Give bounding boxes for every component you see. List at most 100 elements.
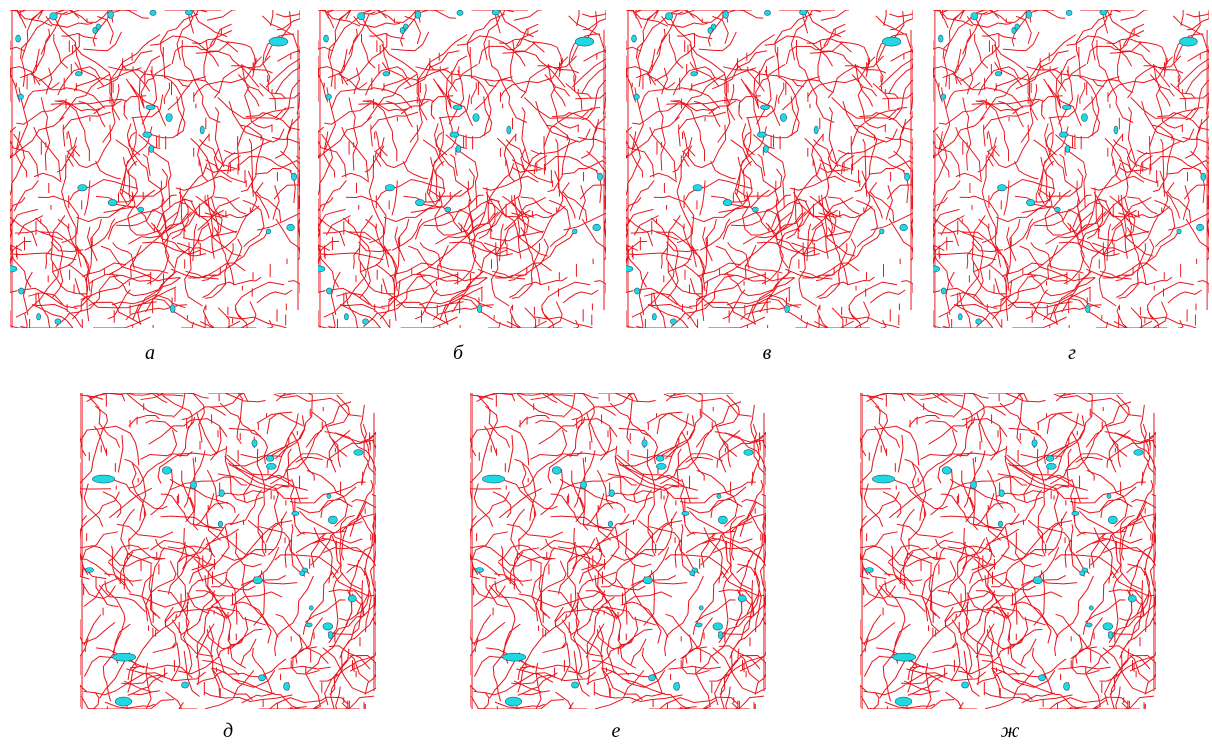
pore (1114, 126, 1118, 134)
pore (348, 595, 356, 602)
pore (718, 516, 727, 524)
pore (1046, 456, 1054, 462)
pore (1196, 224, 1203, 231)
pore (691, 72, 698, 76)
pore (190, 481, 196, 489)
micrograph (470, 393, 766, 709)
figure: а б в г д е ж (0, 0, 1212, 747)
pore (865, 567, 873, 572)
pore (799, 10, 806, 15)
pore (656, 463, 666, 469)
micrograph (860, 393, 1156, 709)
pore (456, 145, 461, 152)
pore (218, 521, 222, 527)
pore (961, 682, 968, 688)
pore (475, 567, 483, 572)
pore (690, 571, 695, 576)
pore (649, 675, 656, 681)
pore (327, 494, 331, 499)
pore (643, 577, 652, 584)
pore (259, 675, 266, 681)
pore (670, 319, 676, 325)
pore (219, 490, 225, 497)
pore (552, 467, 561, 475)
grain-boundaries (318, 10, 606, 328)
pore (572, 229, 577, 234)
grain-boundaries (860, 393, 1156, 709)
pore (1177, 229, 1181, 234)
pore (383, 72, 390, 76)
pore (882, 37, 901, 46)
pore (1134, 450, 1143, 456)
pore (253, 577, 262, 584)
pore (635, 288, 640, 294)
pore (363, 319, 369, 325)
pore (185, 10, 192, 15)
pore (328, 632, 333, 639)
pore (457, 10, 463, 15)
micrograph (318, 10, 606, 328)
pore (18, 94, 23, 99)
pore (138, 207, 144, 212)
pore (1015, 24, 1020, 29)
pore (252, 440, 257, 447)
pore (938, 35, 943, 42)
pore (1080, 571, 1085, 576)
pore (1062, 105, 1071, 110)
pore (997, 185, 1006, 191)
pore (492, 10, 499, 15)
panel-label: а (120, 342, 180, 365)
pore (1108, 632, 1113, 639)
pore (904, 173, 909, 180)
pore (50, 13, 57, 20)
pore (608, 521, 612, 527)
pore (941, 288, 946, 294)
pore (170, 305, 175, 313)
pore (723, 199, 732, 205)
pore (597, 173, 602, 180)
pore (326, 94, 331, 99)
pore (477, 305, 482, 313)
pore (55, 319, 61, 325)
pore (1059, 132, 1068, 137)
pore (1089, 606, 1093, 610)
pore (652, 314, 656, 320)
pore (328, 516, 337, 524)
pore (96, 24, 101, 29)
pore (699, 606, 703, 610)
pore (108, 199, 117, 205)
pore (744, 450, 753, 456)
pore (895, 697, 912, 706)
pore (291, 173, 296, 180)
pore (327, 288, 332, 294)
micrograph (80, 393, 376, 709)
panel-label: ж (980, 720, 1040, 743)
pore (1065, 145, 1070, 152)
pore (695, 623, 702, 627)
pore (266, 229, 271, 234)
pore (415, 199, 424, 205)
pore (900, 224, 908, 231)
grain-boundaries (626, 10, 913, 328)
pore (880, 229, 885, 234)
pore (403, 24, 408, 29)
pore (1026, 11, 1032, 19)
pore (958, 314, 962, 320)
pore (358, 13, 365, 20)
panel-label: г (1042, 342, 1102, 365)
pore (108, 11, 114, 19)
pore (580, 481, 586, 489)
pore (1107, 494, 1111, 499)
pore (1085, 623, 1092, 627)
pore (632, 35, 637, 42)
pore (318, 266, 325, 272)
pore (656, 456, 664, 462)
pore (970, 481, 976, 489)
pore (324, 35, 329, 42)
pore (682, 511, 689, 515)
pore (1039, 675, 1046, 681)
pore (1108, 516, 1117, 524)
pore (1032, 440, 1037, 447)
pore (284, 682, 290, 690)
pore (162, 467, 171, 475)
